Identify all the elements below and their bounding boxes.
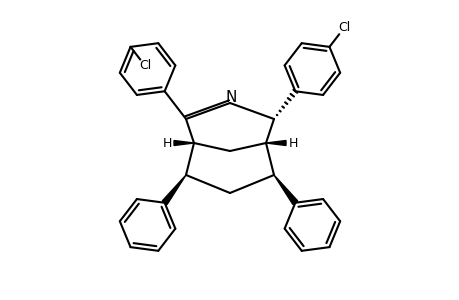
Text: H: H <box>162 136 171 149</box>
Text: Cl: Cl <box>139 59 151 72</box>
Polygon shape <box>174 140 194 146</box>
Text: H: H <box>288 136 297 149</box>
Text: N: N <box>225 89 236 104</box>
Text: Cl: Cl <box>337 21 349 34</box>
Polygon shape <box>274 175 297 205</box>
Polygon shape <box>162 175 185 205</box>
Polygon shape <box>265 140 285 146</box>
